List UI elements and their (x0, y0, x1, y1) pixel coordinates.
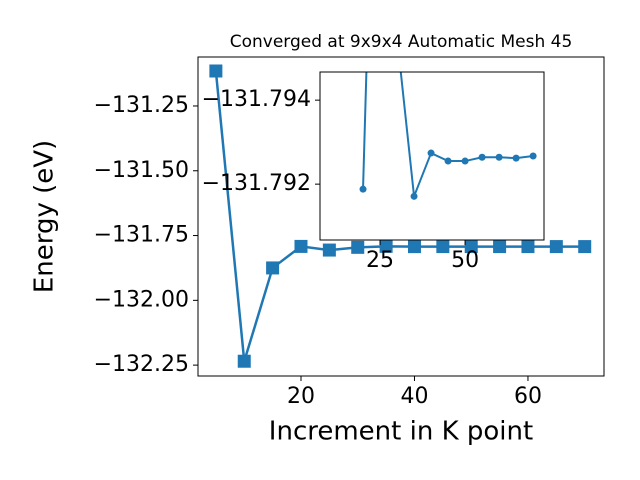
marker (512, 154, 520, 162)
y-tick-label: −132.00 (94, 287, 189, 312)
x-tick-label: 60 (514, 384, 542, 409)
marker (427, 149, 435, 157)
marker (529, 152, 537, 160)
marker (351, 240, 365, 254)
plot-frame (319, 71, 545, 241)
x-tick-label: 20 (287, 384, 315, 409)
marker (436, 240, 450, 254)
marker (294, 239, 308, 253)
marker (464, 240, 478, 254)
y-tick-label: −131.25 (94, 93, 189, 118)
marker (237, 354, 251, 368)
x-tick-label: 50 (451, 248, 479, 273)
y-tick-label: −131.50 (94, 158, 189, 183)
marker (495, 153, 503, 161)
marker (407, 240, 421, 254)
marker (379, 239, 393, 253)
marker (521, 240, 535, 254)
plot-frame (197, 56, 605, 377)
x-tick-label: 25 (366, 248, 394, 273)
y-tick-label: −131.792 (202, 171, 311, 196)
series (359, 72, 537, 200)
marker (410, 192, 418, 200)
x-axis-label: Increment in K point (269, 417, 533, 447)
y-axis-label: Energy (eV) (30, 140, 60, 293)
x-tick-label: 40 (400, 384, 428, 409)
marker (478, 153, 486, 161)
marker (266, 261, 280, 275)
series (209, 64, 592, 368)
y-tick-label: −131.75 (94, 223, 189, 248)
marker (493, 240, 507, 254)
marker (578, 240, 592, 254)
marker (359, 185, 367, 193)
y-tick-label: −131.794 (202, 87, 311, 112)
marker (549, 240, 563, 254)
marker (322, 243, 336, 257)
y-tick-label: −132.25 (94, 352, 189, 377)
marker (444, 157, 452, 165)
marker (461, 157, 469, 165)
chart-title: Converged at 9x9x4 Automatic Mesh 45 (230, 32, 573, 52)
marker (209, 64, 223, 78)
